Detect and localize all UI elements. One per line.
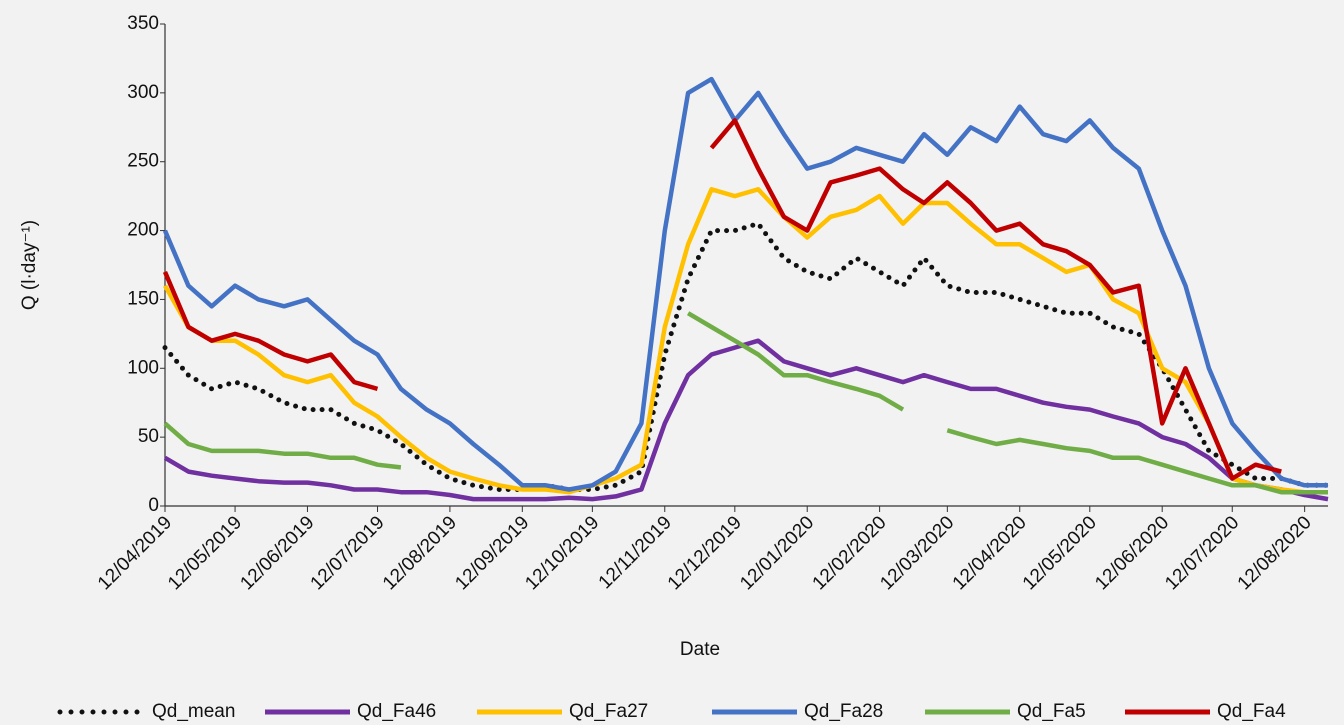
y-tick-label: 50	[138, 426, 159, 447]
x-axis-label: Date	[680, 639, 720, 660]
x-tick-label: 12/04/2019	[94, 512, 176, 594]
y-tick-label: 250	[127, 151, 159, 172]
x-tick-label: 12/04/2020	[949, 512, 1031, 594]
legend-label: Qd_Fa4	[1217, 701, 1286, 722]
y-tick-label: 200	[127, 220, 159, 241]
y-tick-label: 0	[148, 495, 159, 516]
series-line	[162, 118, 1282, 481]
x-tick-label: 12/06/2019	[236, 512, 318, 594]
y-axis-label: Q (l·day⁻¹)	[19, 220, 40, 310]
x-tick-label: 12/08/2019	[379, 512, 461, 594]
series-line	[163, 311, 1328, 495]
legend-label: Qd_mean	[152, 701, 235, 722]
series-line	[162, 221, 1331, 492]
x-tick-label: 12/08/2020	[1234, 512, 1316, 594]
x-tick-label: 12/07/2020	[1161, 512, 1243, 594]
legend-label: Qd_Fa5	[1017, 701, 1086, 722]
x-tick-label: 12/10/2019	[521, 512, 603, 594]
series-line	[163, 187, 1328, 495]
y-tick-label: 100	[127, 357, 159, 378]
x-tick-label: 12/12/2019	[664, 512, 746, 594]
x-tick-label: 12/11/2019	[595, 512, 676, 593]
legend-label: Qd_Fa46	[357, 701, 436, 722]
series-line	[162, 76, 1328, 492]
y-tick-label: 150	[127, 288, 159, 309]
x-tick-label: 12/05/2019	[164, 512, 246, 594]
x-tick-label: 12/09/2019	[451, 512, 533, 594]
y-tick-label: 350	[127, 13, 159, 34]
x-tick-label: 12/07/2019	[307, 512, 389, 594]
x-tick-label: 12/01/2020	[736, 512, 818, 594]
x-tick-label: 12/03/2020	[876, 512, 958, 594]
x-tick-label: 12/06/2020	[1091, 512, 1173, 594]
x-tick-label: 12/05/2020	[1019, 512, 1101, 594]
series-line	[163, 338, 1329, 502]
legend-label: Qd_Fa27	[569, 701, 648, 722]
y-tick-label: 300	[127, 82, 159, 103]
legend-label: Qd_Fa28	[804, 701, 883, 722]
